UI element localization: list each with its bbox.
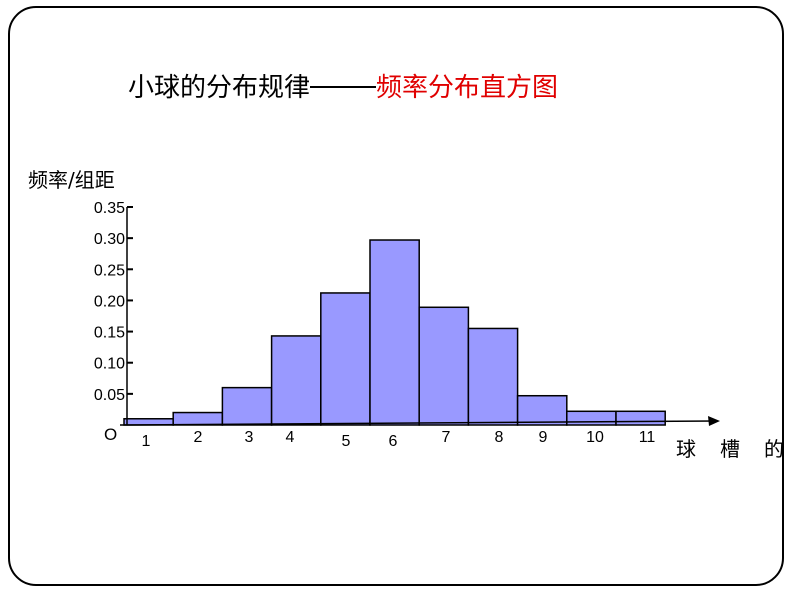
bar-7	[418, 306, 470, 426]
bar-6	[369, 239, 420, 426]
x-axis-arrow-icon	[708, 416, 720, 426]
bar-10	[566, 410, 617, 426]
y-ticks-group: 0.05 0.10 0.15 0.20 0.25 0.30 0.35	[94, 200, 133, 404]
bar-3	[221, 386, 273, 426]
title-dash	[310, 85, 377, 88]
y-tick-label: 0.25	[94, 262, 125, 279]
x-category-label-6: 6	[389, 433, 398, 450]
y-axis-label: 频率/组距	[28, 168, 115, 192]
bar-9	[516, 394, 568, 426]
x-category-labels: 1 2 3 4 5 6 7 8 9 10 11	[142, 429, 656, 450]
y-tick-label: 0.30	[94, 231, 125, 248]
x-axis-label-char-2: 槽	[720, 437, 740, 461]
x-axis-line	[119, 420, 717, 426]
slide-title: 小球的分布规律 频率分布直方图	[128, 70, 558, 106]
title-part1: 小球的分布规律	[128, 73, 311, 103]
bar-4	[270, 335, 322, 426]
x-category-label-4: 4	[286, 429, 295, 446]
x-category-label-8: 8	[495, 429, 504, 446]
y-tick-label: 0.15	[94, 325, 125, 342]
x-axis-label-char-1: 球	[676, 437, 696, 461]
x-axis-label: 球槽的	[676, 433, 794, 462]
y-tick-label: 0.05	[94, 387, 125, 404]
title-part2: 频率分布直方图	[376, 73, 559, 103]
x-category-label-10: 10	[586, 429, 604, 446]
x-category-label-2: 2	[194, 429, 203, 446]
x-category-label-1: 1	[142, 433, 151, 450]
bar-5	[320, 292, 371, 426]
x-category-label-11: 11	[639, 429, 656, 446]
origin-label: O	[104, 425, 118, 444]
x-category-label-3: 3	[245, 429, 254, 446]
x-category-label-5: 5	[342, 433, 351, 450]
y-tick-label: 0.10	[94, 356, 125, 373]
bars-group	[123, 239, 666, 426]
y-tick-label: 0.35	[94, 200, 125, 217]
x-axis-label-char-3: 的	[764, 437, 784, 461]
bar-11	[615, 410, 666, 426]
x-category-label-7: 7	[442, 429, 451, 446]
bar-8	[467, 327, 519, 426]
bar-2	[172, 411, 224, 426]
x-category-label-9: 9	[539, 429, 548, 446]
y-tick-label: 0.20	[94, 293, 125, 310]
axes-group	[119, 207, 720, 426]
